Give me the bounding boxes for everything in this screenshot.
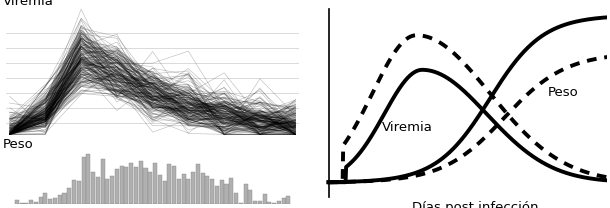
Bar [86,154,90,204]
Bar [24,203,29,204]
Bar [220,180,224,204]
Bar [124,167,129,204]
Bar [67,188,71,204]
Bar [53,198,57,204]
Bar [129,162,133,204]
Bar [282,198,285,204]
Bar [148,172,152,204]
Bar [201,173,205,204]
Bar [210,179,214,204]
Bar [267,203,271,204]
Text: Peso: Peso [548,86,578,99]
Bar [215,186,219,204]
Bar [239,203,243,204]
Bar [253,201,257,204]
Bar [158,175,162,204]
Bar [172,166,176,204]
Bar [272,203,276,204]
Bar [229,178,233,204]
Bar [96,177,100,204]
Bar [258,201,262,204]
Bar [153,163,157,204]
Bar [206,176,209,204]
Bar [120,166,124,204]
Bar [167,164,171,204]
Bar [77,181,81,204]
Bar [162,181,167,204]
Bar [15,199,19,204]
Bar [191,172,195,204]
Bar [134,167,138,204]
Bar [182,174,185,204]
Bar [38,197,43,204]
Bar [187,179,190,204]
Bar [29,200,33,204]
Bar [101,159,105,204]
Bar [138,161,143,204]
Text: Peso: Peso [3,138,34,151]
Bar [143,168,148,204]
Bar [224,184,229,204]
Bar [48,199,52,204]
Bar [62,193,66,204]
Bar [43,193,48,204]
Bar [110,176,114,204]
Text: Viremia: Viremia [382,121,433,134]
Text: Días post infección: Días post infección [412,201,538,208]
Bar [91,172,95,204]
Bar [287,196,290,204]
Bar [72,180,76,204]
Text: Viremia: Viremia [3,0,54,8]
Bar [234,193,238,204]
Bar [82,156,85,204]
Bar [106,179,109,204]
Bar [115,169,119,204]
Bar [58,195,62,204]
Bar [248,190,253,204]
Bar [177,179,181,204]
Bar [243,184,248,204]
Bar [196,164,200,204]
Bar [263,194,267,204]
Bar [34,202,38,204]
Bar [20,203,24,204]
Bar [277,201,281,204]
